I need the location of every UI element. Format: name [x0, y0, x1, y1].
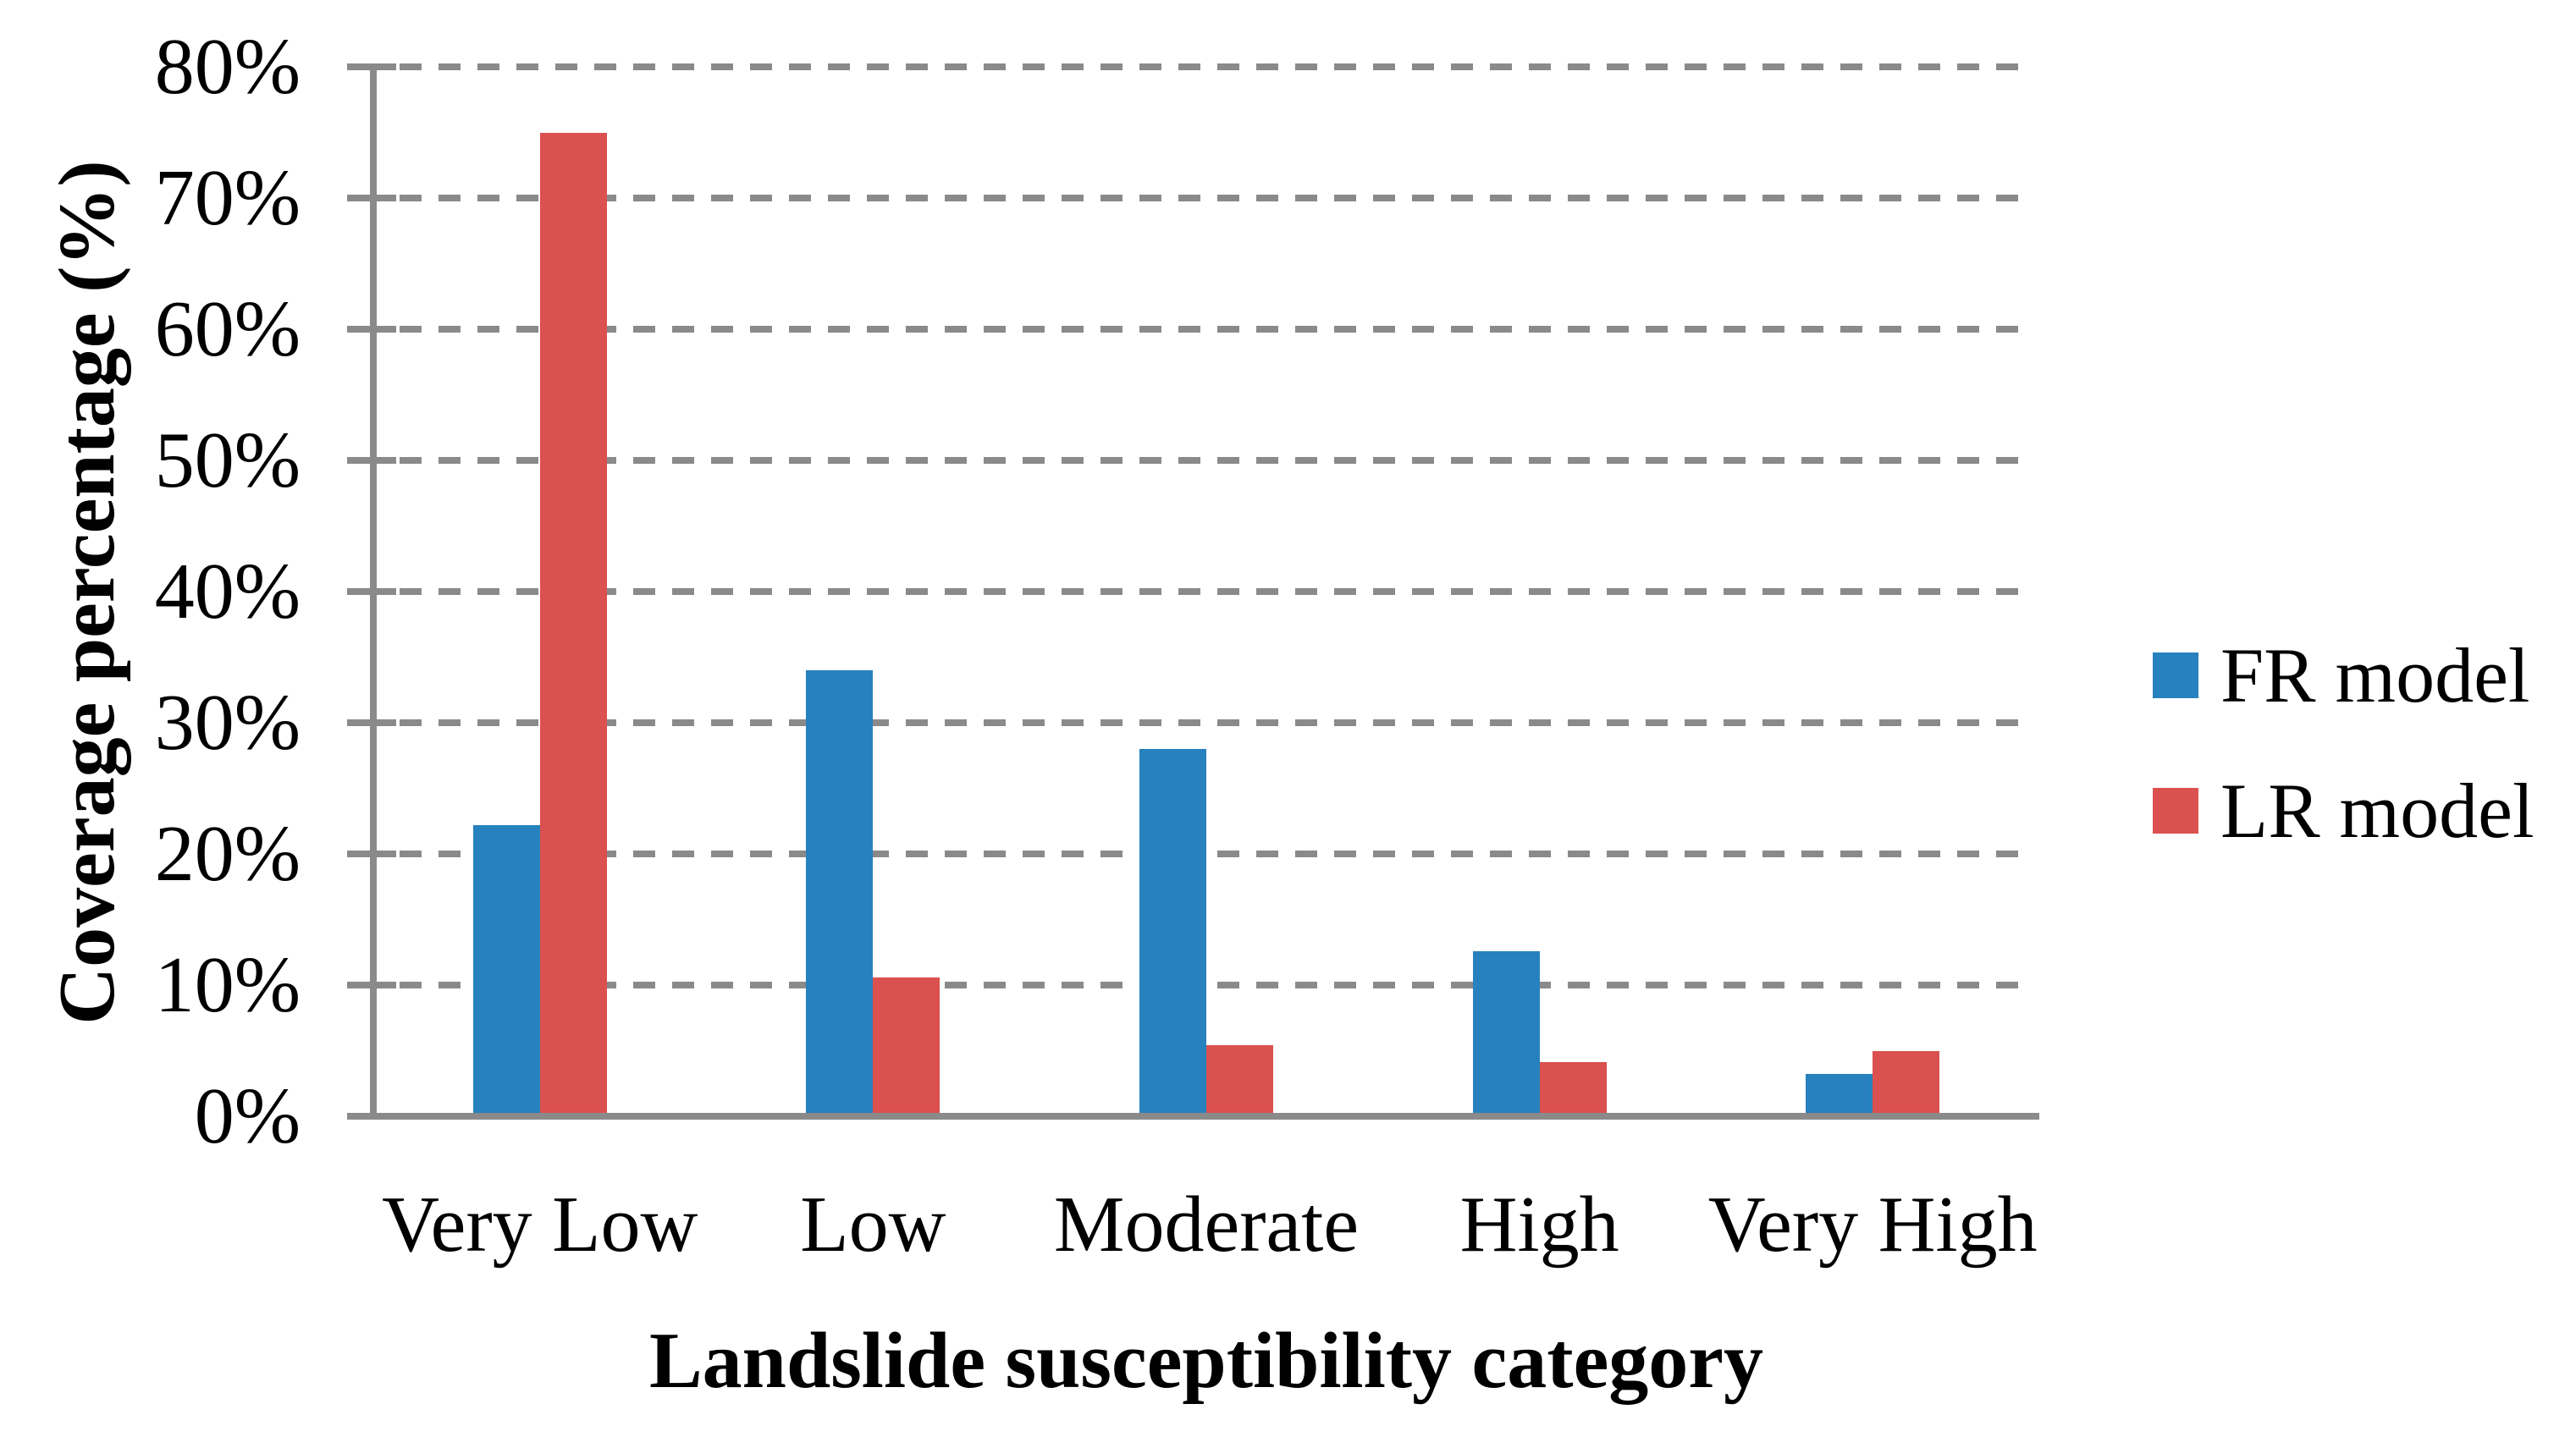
- bar-fr-model-moderate: [1139, 749, 1206, 1116]
- gridline-80: [400, 63, 2027, 70]
- gridline-70: [400, 195, 2027, 201]
- gridline-10: [400, 982, 2027, 988]
- y-tick-label-60: 60%: [154, 285, 301, 373]
- y-tick-label-40: 40%: [154, 548, 301, 636]
- bar-lr-model-very-low: [539, 132, 607, 1116]
- y-tick-label-80: 80%: [154, 23, 301, 111]
- legend-item-fr: FR model: [2153, 636, 2529, 714]
- y-tick-label-10: 10%: [154, 941, 301, 1029]
- legend-label-fr: FR model: [2220, 632, 2530, 718]
- x-category-label-low: Low: [800, 1181, 946, 1269]
- bar-lr-model-high: [1539, 1062, 1607, 1116]
- gridline-40: [400, 588, 2027, 595]
- bar-fr-model-high: [1472, 950, 1540, 1116]
- x-category-label-very-low: Very Low: [382, 1181, 698, 1269]
- gridline-30: [400, 719, 2027, 726]
- x-axis-line: [347, 1113, 2039, 1120]
- y-axis-title: Coverage percentage (%): [43, 160, 131, 1025]
- y-tick-label-20: 20%: [154, 810, 301, 898]
- fr-model-swatch-icon: [2153, 652, 2198, 698]
- y-tick-label-30: 30%: [154, 679, 301, 767]
- bar-lr-model-moderate: [1206, 1045, 1273, 1116]
- y-tick-label-0: 0%: [194, 1072, 301, 1160]
- gridline-60: [400, 326, 2027, 333]
- bar-lr-model-very-high: [1873, 1050, 1940, 1116]
- legend-item-lr: LR model: [2153, 772, 2535, 850]
- y-tick-label-50: 50%: [154, 416, 301, 504]
- bar-fr-model-low: [806, 670, 874, 1116]
- x-category-label-high: High: [1459, 1181, 1619, 1269]
- bar-fr-model-very-high: [1806, 1074, 1873, 1116]
- gridline-20: [400, 851, 2027, 857]
- bar-lr-model-low: [873, 977, 940, 1116]
- legend-label-lr: LR model: [2220, 768, 2535, 854]
- x-axis-title: Landslide susceptibility category: [648, 1317, 1764, 1405]
- y-tick-label-70: 70%: [154, 154, 301, 242]
- x-category-label-very-high: Very High: [1707, 1181, 2038, 1269]
- y-axis-line: [370, 65, 377, 1120]
- x-category-label-moderate: Moderate: [1053, 1181, 1360, 1269]
- gridline-50: [400, 457, 2027, 464]
- lr-model-swatch-icon: [2153, 788, 2198, 834]
- bar-fr-model-very-low: [472, 824, 540, 1116]
